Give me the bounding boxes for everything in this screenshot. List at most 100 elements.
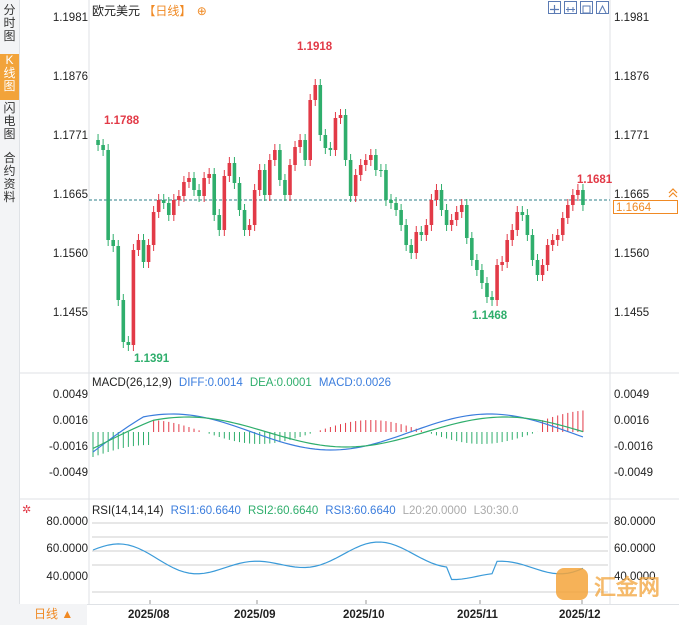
candle xyxy=(182,182,186,196)
candle xyxy=(96,140,100,145)
tab-flash-chart[interactable]: 闪电图 xyxy=(3,101,16,141)
candle xyxy=(126,342,131,345)
candle xyxy=(555,235,560,240)
candle xyxy=(490,297,494,300)
candle xyxy=(434,190,439,200)
candle xyxy=(358,165,363,175)
tab-kline[interactable]: K线图 xyxy=(0,54,19,100)
candle xyxy=(495,265,499,300)
candle xyxy=(560,218,565,235)
candle xyxy=(379,170,383,171)
candle xyxy=(369,155,373,160)
candle xyxy=(439,190,444,210)
candle xyxy=(141,240,146,262)
candle xyxy=(389,200,393,203)
macd-label-right: 0.0016 xyxy=(614,415,650,427)
candle xyxy=(308,100,312,160)
date-label: 2025/09 xyxy=(234,609,276,621)
candle xyxy=(475,260,479,270)
zoom-out-icon[interactable] xyxy=(564,1,577,14)
tab-timeshare[interactable]: 分时图 xyxy=(3,3,16,43)
candle xyxy=(217,215,222,230)
candle xyxy=(197,190,201,196)
candle xyxy=(571,195,575,205)
candle xyxy=(525,215,530,235)
candle xyxy=(131,250,136,345)
zoom-in-icon[interactable] xyxy=(548,1,561,14)
candle xyxy=(449,220,454,225)
candle xyxy=(161,200,166,203)
candle xyxy=(227,163,232,176)
candle xyxy=(166,203,171,215)
sidebar: 分时图 K线图 闪电图 合约资料 xyxy=(0,0,20,604)
rsi1-value: RSI1:60.6640 xyxy=(170,505,241,517)
price-label: 1.1665 xyxy=(614,189,650,201)
candle xyxy=(267,160,272,195)
candle xyxy=(520,212,525,215)
rsi-label: 80.0000 xyxy=(46,516,88,528)
tab-contract-info[interactable]: 合约资料 xyxy=(3,151,16,204)
candle xyxy=(298,140,302,147)
watermark-text: 汇金网 xyxy=(594,575,661,600)
date-label: 2025/12 xyxy=(559,609,601,621)
macd-title: MACD(26,12,9) xyxy=(92,377,172,389)
candle xyxy=(540,265,545,275)
candle xyxy=(414,232,419,253)
price-label-left: 1.1771 xyxy=(52,130,88,142)
macd-dea: DEA:0.0001 xyxy=(249,377,312,389)
period-select-button[interactable]: 日线 ▲ xyxy=(0,604,87,625)
candle xyxy=(399,210,403,225)
kline-chart[interactable] xyxy=(0,0,679,604)
candle xyxy=(101,145,105,150)
candle xyxy=(545,245,550,265)
price-label-left: 1.1876 xyxy=(52,71,88,83)
candle xyxy=(262,170,267,195)
chart-toolbar xyxy=(548,1,609,14)
date-label: 2025/10 xyxy=(343,609,385,621)
rsi-l20: L20:20.0000 xyxy=(402,505,467,517)
candle xyxy=(454,212,459,220)
left-high-marker: 1.1788 xyxy=(104,115,140,127)
candle xyxy=(283,180,287,195)
macd-label-right: -0.0049 xyxy=(614,467,654,479)
candle xyxy=(500,262,504,265)
chart-header: 欧元美元 【日线】 ⊕ xyxy=(92,2,207,19)
settings-icon[interactable]: ✲ xyxy=(22,504,32,516)
candle xyxy=(576,190,580,195)
macd-label-right: 0.0049 xyxy=(614,389,650,401)
candle xyxy=(328,148,333,150)
date-label: 2025/08 xyxy=(128,609,170,621)
macd-header: MACD(26,12,9) DIFF:0.0014 DEA:0.0001 MACD:0… xyxy=(92,377,398,389)
recent-high-marker: 1.1681 xyxy=(577,174,613,186)
candle xyxy=(515,212,520,230)
candle xyxy=(510,230,515,240)
candle xyxy=(106,150,110,240)
rsi-label-right: 80.0000 xyxy=(614,516,656,528)
macd-label-right: -0.0016 xyxy=(614,441,654,453)
low2-marker: 1.1468 xyxy=(472,310,508,322)
candle xyxy=(419,232,424,235)
price-label: 1.1560 xyxy=(614,248,650,260)
candle xyxy=(323,135,328,148)
candle xyxy=(343,115,348,160)
date-label: 2025/11 xyxy=(457,609,498,621)
candle xyxy=(353,175,358,196)
fullscreen-icon[interactable] xyxy=(596,1,609,14)
candle xyxy=(485,283,489,297)
add-indicator-icon[interactable]: ⊕ xyxy=(196,4,207,18)
rsi-label: 60.0000 xyxy=(46,543,88,555)
macd-label: -0.0016 xyxy=(48,441,88,453)
candle xyxy=(247,225,252,230)
candle xyxy=(192,178,196,190)
candle xyxy=(273,150,277,160)
price-label-left: 1.1560 xyxy=(52,248,88,260)
rsi-label-right: 40.0000 xyxy=(614,571,656,583)
period-label: 【日线】 xyxy=(143,4,192,18)
candle xyxy=(348,160,353,196)
price-label-left: 1.1455 xyxy=(52,307,88,319)
candle xyxy=(111,240,116,246)
candle xyxy=(470,238,474,260)
candle xyxy=(252,190,257,225)
fit-icon[interactable] xyxy=(580,1,593,14)
symbol-name: 欧元美元 xyxy=(92,4,141,18)
